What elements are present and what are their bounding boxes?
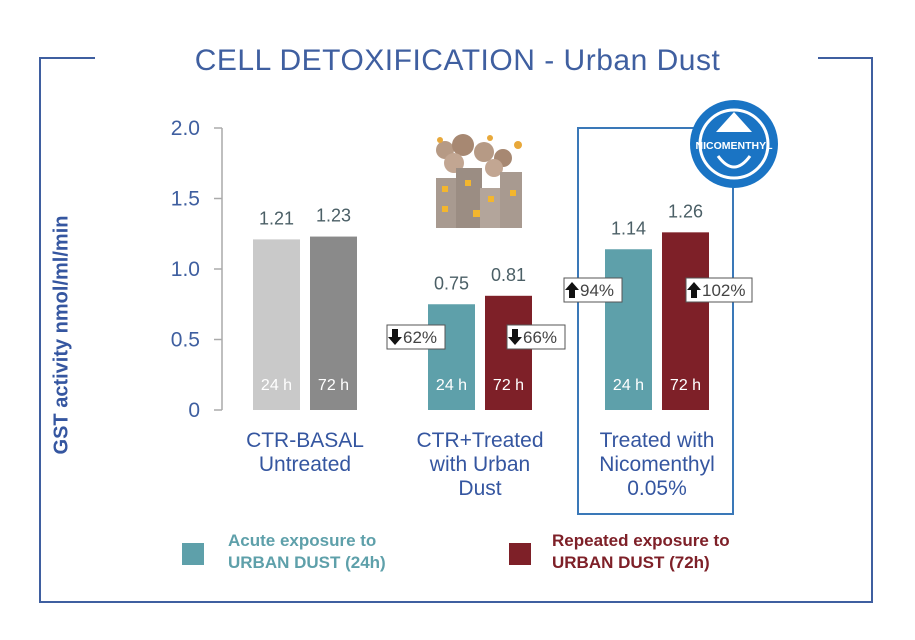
- bar-value-label: 1.14: [611, 218, 646, 238]
- nicomenthyl-logo-badge: NICOMENTHYL: [690, 100, 778, 188]
- bar-value-label: 1.26: [668, 201, 703, 221]
- down-arrow-icon: [388, 329, 402, 345]
- y-tick-label: 2.0: [171, 117, 200, 140]
- chart-title: CELL DETOXIFICATION - Urban Dust: [194, 44, 721, 77]
- bar-value-label: 0.81: [491, 265, 526, 285]
- group-label-line: Untreated: [259, 453, 351, 476]
- y-tick-label: 1.5: [171, 188, 200, 211]
- bar-value-label: 0.75: [434, 273, 469, 293]
- bar-2-72h: [485, 295, 532, 410]
- legend-swatch-acute: [182, 543, 204, 565]
- percent-change-annotation: 62%: [386, 324, 446, 350]
- bar-2-24h: [428, 304, 475, 410]
- bar-series-label: 24 h: [436, 377, 467, 394]
- percent-change-annotation: 94%: [563, 277, 623, 303]
- legend-acute-line1: Acute exposure to: [228, 531, 377, 550]
- group-label-line: Dust: [458, 477, 501, 500]
- group-label-line: Nicomenthyl: [599, 453, 715, 476]
- bar-3-72h: [662, 232, 709, 410]
- bar-3-24h: [605, 249, 652, 410]
- chart-frame: [39, 57, 873, 603]
- bar-series-label: 72 h: [493, 377, 524, 394]
- bar-series-label: 24 h: [613, 377, 644, 394]
- legend-repeated-line2: URBAN DUST (72h): [552, 553, 710, 572]
- group-label-line: CTR+Treated: [416, 429, 543, 452]
- bar-series-label: 72 h: [318, 377, 349, 394]
- group-label-line: 0.05%: [627, 477, 687, 500]
- bar-value-label: 1.21: [259, 208, 294, 228]
- legend-swatch-repeated: [509, 543, 531, 565]
- urban-dust-city-icon: [436, 134, 522, 228]
- percent-change-text: 62%: [403, 328, 437, 347]
- group-label-line: with Urban: [429, 453, 530, 476]
- percent-change-text: 66%: [523, 328, 557, 347]
- bar-value-label: 1.23: [316, 206, 351, 226]
- bar-1-72h: [310, 236, 357, 410]
- down-arrow-icon: [508, 329, 522, 345]
- up-arrow-icon: [565, 282, 579, 298]
- nicomenthyl-highlight-box: [577, 127, 734, 515]
- legend-acute-line2: URBAN DUST (24h): [228, 553, 386, 572]
- bar-series-label: 24 h: [261, 377, 292, 394]
- percent-change-text: 94%: [580, 281, 614, 300]
- y-axis-label: GST activity nmol/ml/min: [50, 215, 73, 455]
- y-tick-label: 1.0: [171, 258, 200, 281]
- legend-acute: Acute exposure to URBAN DUST (24h): [228, 530, 386, 574]
- bar-1-24h: [253, 239, 300, 410]
- legend-repeated: Repeated exposure to URBAN DUST (72h): [552, 530, 730, 574]
- badge-text: NICOMENTHYL: [696, 140, 774, 152]
- percent-change-annotation: 102%: [685, 277, 753, 303]
- group-label-line: CTR-BASAL: [246, 429, 364, 452]
- percent-change-annotation: 66%: [506, 324, 566, 350]
- y-tick-label: 0: [188, 399, 200, 422]
- group-label-line: Treated with: [600, 429, 715, 452]
- y-tick-label: 0.5: [171, 329, 200, 352]
- legend-repeated-line1: Repeated exposure to: [552, 531, 730, 550]
- percent-change-text: 102%: [702, 281, 745, 300]
- up-arrow-icon: [687, 282, 701, 298]
- bar-series-label: 72 h: [670, 377, 701, 394]
